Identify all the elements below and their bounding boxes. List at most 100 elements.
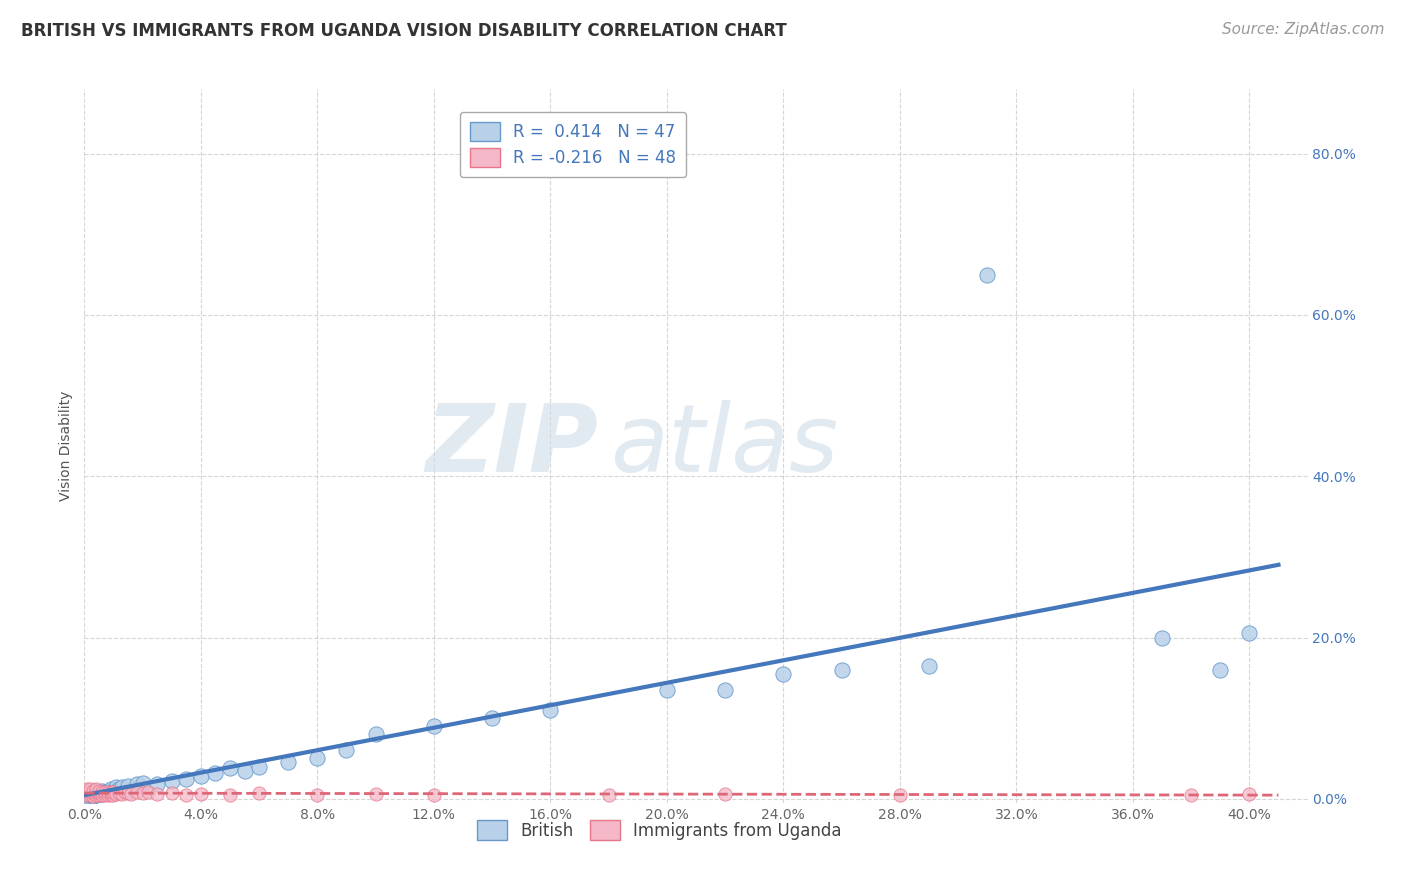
Point	[82, 789, 104, 803]
Point	[219, 761, 242, 775]
Point	[1239, 787, 1261, 801]
Point	[146, 777, 169, 791]
Point	[82, 786, 104, 800]
Point	[76, 787, 98, 801]
Point	[79, 788, 101, 802]
Point	[87, 784, 110, 798]
Point	[93, 785, 115, 799]
Point	[90, 788, 112, 802]
Point	[84, 785, 107, 799]
Point	[423, 788, 446, 802]
Point	[918, 658, 941, 673]
Point	[97, 788, 120, 802]
Point	[146, 787, 169, 801]
Point	[82, 789, 104, 803]
Point	[90, 783, 112, 797]
Point	[82, 786, 104, 800]
Point	[125, 785, 148, 799]
Point	[84, 782, 107, 797]
Point	[87, 787, 110, 801]
Point	[117, 786, 139, 800]
Point	[108, 786, 131, 800]
Point	[831, 663, 853, 677]
Point	[481, 711, 503, 725]
Point	[84, 788, 107, 802]
Point	[100, 788, 122, 802]
Point	[598, 788, 620, 802]
Point	[125, 777, 148, 791]
Point	[79, 782, 101, 797]
Legend: British, Immigrants from Uganda: British, Immigrants from Uganda	[468, 812, 851, 848]
Text: atlas: atlas	[610, 401, 838, 491]
Point	[247, 759, 270, 773]
Point	[87, 788, 110, 802]
Point	[105, 787, 128, 801]
Point	[103, 783, 125, 797]
Point	[772, 666, 794, 681]
Point	[1209, 663, 1232, 677]
Point	[111, 780, 134, 794]
Point	[714, 787, 737, 801]
Point	[76, 788, 98, 802]
Point	[120, 787, 142, 801]
Point	[364, 727, 387, 741]
Point	[103, 788, 125, 802]
Text: Source: ZipAtlas.com: Source: ZipAtlas.com	[1222, 22, 1385, 37]
Point	[93, 785, 115, 799]
Point	[117, 779, 139, 793]
Point	[307, 788, 329, 802]
Text: ZIP: ZIP	[425, 400, 598, 492]
Point	[84, 783, 107, 797]
Point	[90, 787, 112, 801]
Point	[76, 789, 98, 803]
Point	[219, 788, 242, 802]
Point	[105, 780, 128, 795]
Point	[174, 772, 197, 786]
Point	[87, 783, 110, 797]
Point	[976, 268, 998, 282]
Point	[87, 786, 110, 800]
Point	[76, 782, 98, 797]
Point	[190, 769, 212, 783]
Point	[655, 682, 678, 697]
Point	[174, 788, 197, 802]
Point	[307, 751, 329, 765]
Point	[160, 774, 183, 789]
Point	[364, 787, 387, 801]
Point	[114, 785, 136, 799]
Point	[100, 785, 122, 799]
Point	[79, 785, 101, 799]
Point	[538, 703, 561, 717]
Point	[82, 783, 104, 797]
Point	[97, 785, 120, 799]
Text: BRITISH VS IMMIGRANTS FROM UGANDA VISION DISABILITY CORRELATION CHART: BRITISH VS IMMIGRANTS FROM UGANDA VISION…	[21, 22, 787, 40]
Point	[131, 786, 153, 800]
Point	[84, 788, 107, 802]
Point	[277, 756, 299, 770]
Point	[247, 786, 270, 800]
Point	[335, 743, 357, 757]
Point	[100, 782, 122, 797]
Y-axis label: Vision Disability: Vision Disability	[59, 391, 73, 501]
Point	[1239, 626, 1261, 640]
Point	[1150, 631, 1173, 645]
Point	[76, 785, 98, 799]
Point	[111, 787, 134, 801]
Point	[82, 783, 104, 797]
Point	[190, 787, 212, 801]
Point	[79, 785, 101, 799]
Point	[108, 782, 131, 797]
Point	[714, 682, 737, 697]
Point	[138, 785, 160, 799]
Point	[1180, 788, 1202, 802]
Point	[889, 788, 911, 802]
Point	[423, 719, 446, 733]
Point	[131, 775, 153, 789]
Point	[233, 764, 256, 778]
Point	[97, 783, 120, 797]
Point	[160, 786, 183, 800]
Point	[103, 785, 125, 799]
Point	[204, 766, 226, 780]
Point	[93, 788, 115, 802]
Point	[79, 788, 101, 802]
